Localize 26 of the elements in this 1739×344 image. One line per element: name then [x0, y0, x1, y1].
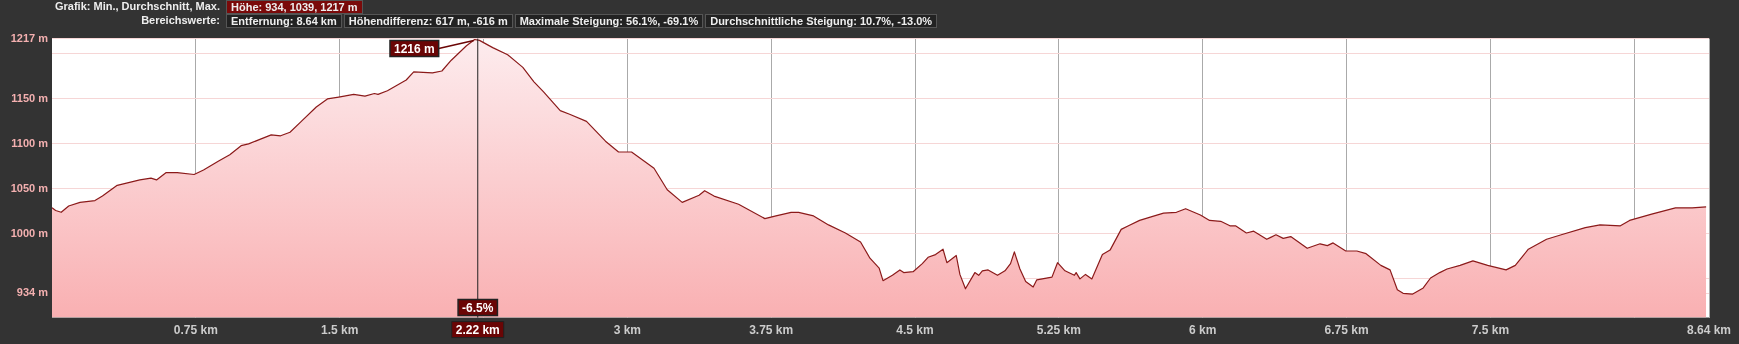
x-tick-label: 0.75 km — [173, 323, 218, 338]
x-tick-label: 6.75 km — [1324, 323, 1369, 338]
x-tick-label: 6 km — [1189, 323, 1217, 338]
text: Entfernung: 8.64 km — [226, 14, 342, 28]
text: Höhe: 934, 1039, 1217 m — [226, 0, 363, 14]
x-tick-label: 8.64 km — [1686, 323, 1732, 338]
ref-line-label: 2.22 km — [455, 322, 500, 337]
x-tick-label: 3.75 km — [749, 323, 794, 338]
text: Bereichswerte: — [140, 14, 221, 28]
text: Durchschnittliche Steigung: 10.7%, -13.0% — [705, 14, 938, 28]
text: Höhendifferenz: 617 m, -616 m — [343, 14, 513, 28]
text: Grafik: Min., Durchschnitt, Max. — [53, 0, 221, 14]
y-tick-label: 1150 m — [11, 91, 49, 104]
y-tick-label: 1000 m — [10, 226, 49, 239]
y-tick-label: 1100 m — [11, 136, 49, 149]
y-tick-label: 1050 m — [10, 181, 49, 194]
x-tick-label: 3 km — [613, 323, 642, 338]
x-tick-label: 5.25 km — [1036, 323, 1081, 338]
y-tick-label: 934 m — [16, 286, 49, 299]
annotation: 1216 m — [393, 41, 435, 56]
x-tick-label: 1.5 km — [320, 323, 359, 338]
text: Maximale Steigung: 56.1%, -69.1% — [514, 14, 704, 28]
y-tick-label: 1217 m — [10, 31, 49, 44]
annotation: -6.5% — [462, 300, 494, 315]
x-tick-label: 4.5 km — [896, 323, 934, 338]
x-tick-label: 7.5 km — [1471, 323, 1510, 338]
